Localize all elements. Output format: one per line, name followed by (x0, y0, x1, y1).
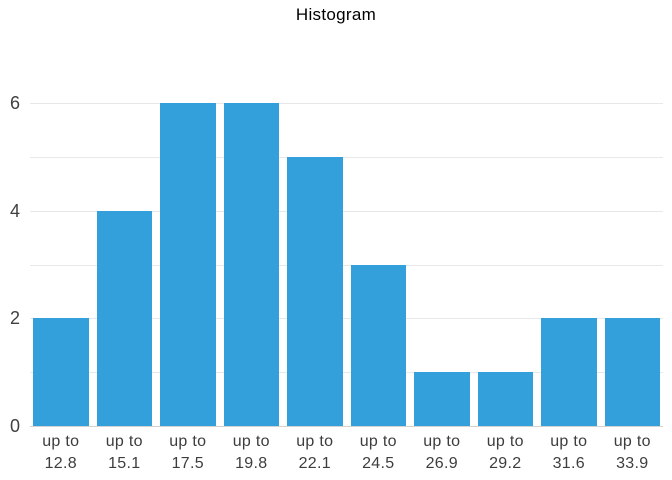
x-label-prefix: up to (105, 433, 143, 450)
x-axis-category-label-15.1: up to 15.1 (97, 431, 153, 475)
gridline-y-2 (30, 318, 663, 320)
x-label-prefix: up to (232, 433, 270, 450)
gridline-y-3 (30, 264, 663, 266)
x-label-prefix: up to (486, 433, 524, 450)
x-label-bound: 12.8 (44, 455, 77, 472)
x-axis-category-label-24.5: up to 24.5 (351, 431, 407, 475)
histogram-bar-31.6[interactable] (541, 318, 597, 426)
histogram-bar-29.2[interactable] (477, 372, 533, 426)
histogram-bar-22.1[interactable] (287, 156, 343, 426)
gridline-y-4 (30, 210, 663, 212)
y-axis-tick-label-0: 0 (9, 416, 20, 436)
histogram-bar-19.8[interactable] (223, 103, 279, 426)
x-label-bound: 29.2 (489, 455, 522, 472)
bars-group (33, 103, 660, 426)
y-axis-tick-label-6: 6 (9, 93, 20, 113)
histogram-bar-17.5[interactable] (160, 103, 216, 426)
x-label-prefix: up to (423, 433, 461, 450)
x-label-prefix: up to (359, 433, 397, 450)
x-axis-category-label-26.9: up to 26.9 (414, 431, 470, 475)
x-label-bound: 22.1 (298, 455, 331, 472)
x-label-bound: 17.5 (171, 455, 204, 472)
histogram-bar-12.8[interactable] (33, 318, 89, 426)
x-axis-line (30, 426, 663, 427)
chart-title: Histogram (295, 5, 377, 24)
x-label-prefix: up to (296, 433, 334, 450)
x-axis-category-label-12.8: up to 12.8 (33, 431, 89, 475)
y-axis-tick-label-4: 4 (9, 200, 20, 221)
x-axis-category-label-22.1: up to 22.1 (287, 431, 343, 475)
x-label-prefix: up to (550, 433, 588, 450)
x-label-bound: 15.1 (108, 455, 141, 472)
x-label-bound: 19.8 (235, 455, 268, 472)
x-axis-category-label-29.2: up to 29.2 (478, 431, 534, 475)
x-axis-labels: up to 12.8 up to 15.1 up to 17.5 up to 19.8 up t… (33, 431, 660, 475)
x-label-bound: 26.9 (425, 455, 458, 472)
x-label-bound: 24.5 (362, 455, 395, 472)
histogram-bar-26.9[interactable] (414, 372, 470, 426)
histogram-bar-24.5[interactable] (350, 264, 406, 426)
x-label-prefix: up to (613, 433, 651, 450)
x-axis-category-label-19.8: up to 19.8 (224, 431, 280, 475)
gridline-y-6 (30, 103, 663, 104)
y-axis-tick-label-2: 2 (9, 308, 20, 329)
gridline-y-5 (30, 156, 663, 158)
gridline-y-1 (30, 372, 663, 374)
x-axis-category-label-33.9: up to 33.9 (605, 431, 661, 475)
x-label-bound: 33.9 (616, 455, 649, 472)
x-label-bound: 31.6 (552, 455, 585, 472)
x-label-prefix: up to (42, 433, 80, 450)
x-label-prefix: up to (169, 433, 207, 450)
x-axis-category-label-17.5: up to 17.5 (160, 431, 216, 475)
plot-area (30, 103, 663, 426)
histogram-bar-33.9[interactable] (604, 318, 660, 426)
histogram-bar-15.1[interactable] (96, 210, 152, 426)
x-axis-category-label-31.6: up to 31.6 (541, 431, 597, 475)
